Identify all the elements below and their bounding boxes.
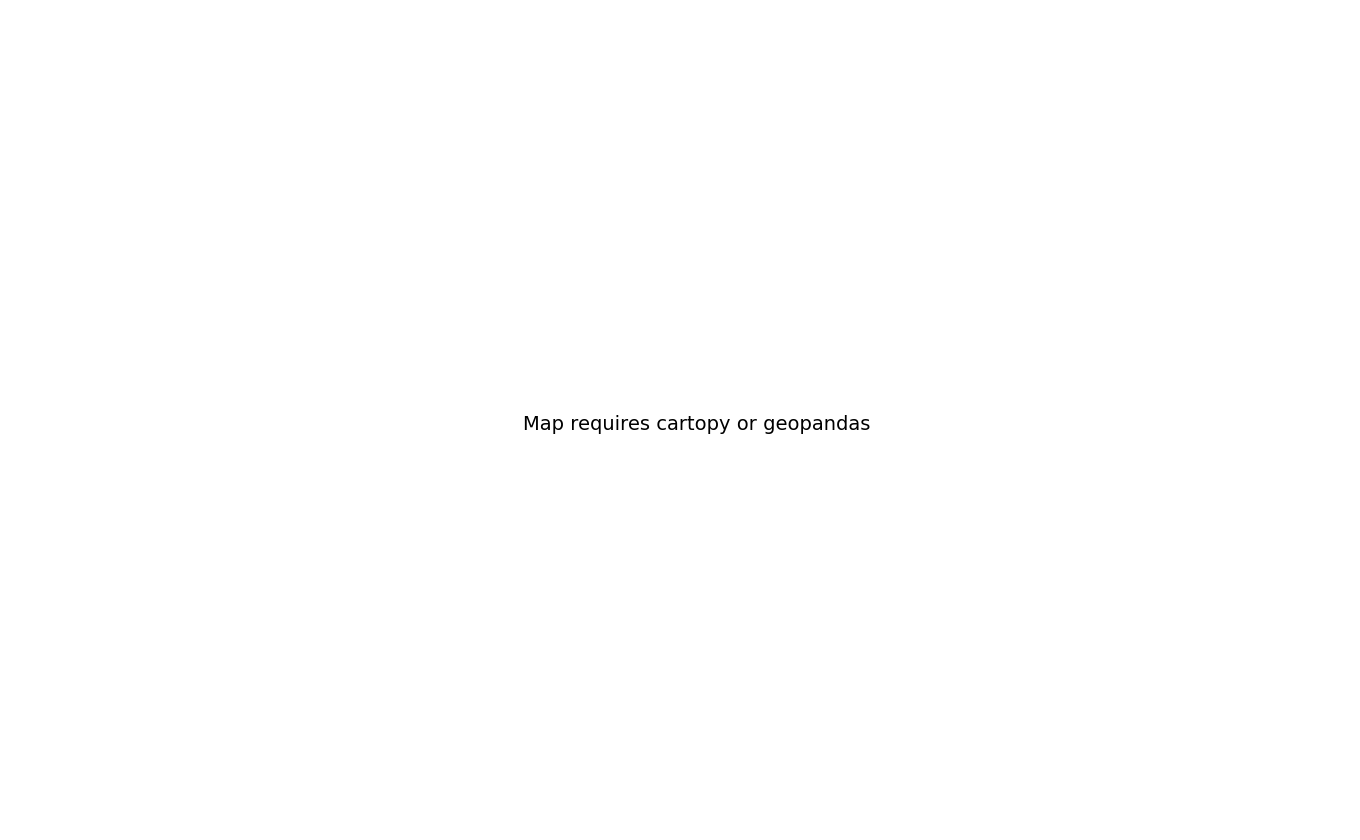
Text: Map requires cartopy or geopandas: Map requires cartopy or geopandas [524, 415, 870, 433]
